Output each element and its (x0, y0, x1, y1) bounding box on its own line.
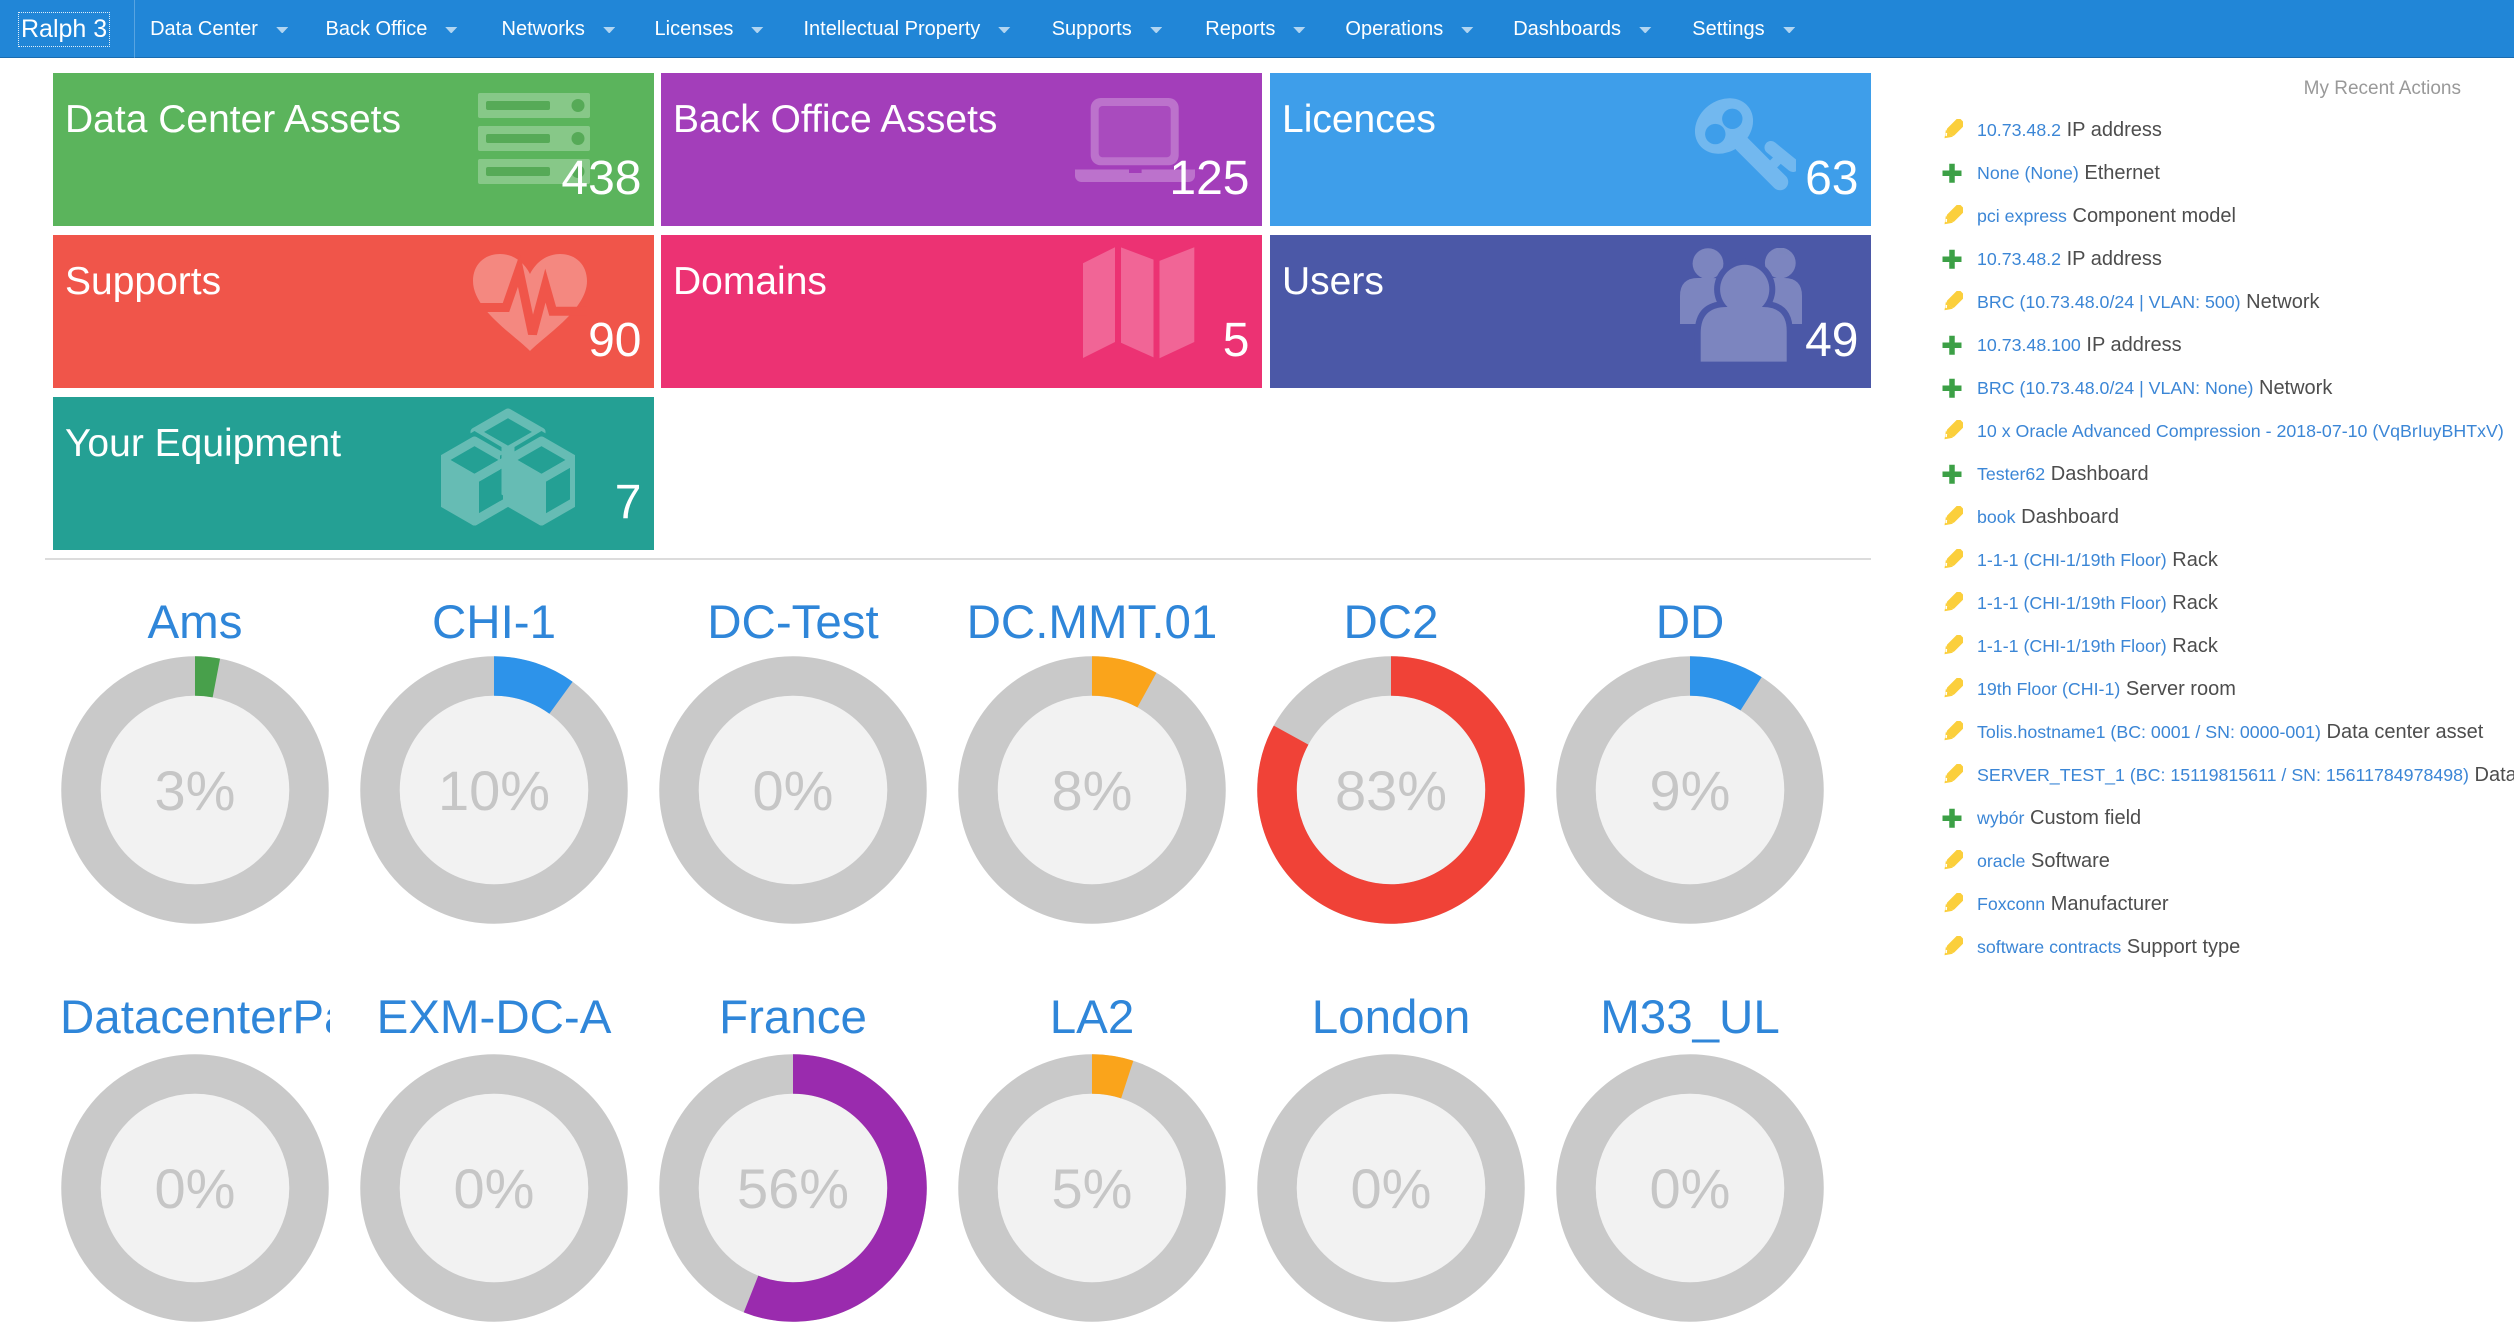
svg-text:0%: 0% (454, 1157, 535, 1220)
svg-text:8%: 8% (1052, 759, 1133, 822)
svg-text:9%: 9% (1650, 759, 1731, 822)
svg-text:5%: 5% (1052, 1157, 1133, 1220)
svg-text:3%: 3% (155, 759, 236, 822)
svg-text:83%: 83% (1335, 759, 1447, 822)
svg-text:0%: 0% (753, 759, 834, 822)
svg-text:56%: 56% (737, 1157, 849, 1220)
svg-text:0%: 0% (155, 1157, 236, 1220)
svg-text:0%: 0% (1650, 1157, 1731, 1220)
svg-text:0%: 0% (1351, 1157, 1432, 1220)
svg-text:10%: 10% (438, 759, 550, 822)
